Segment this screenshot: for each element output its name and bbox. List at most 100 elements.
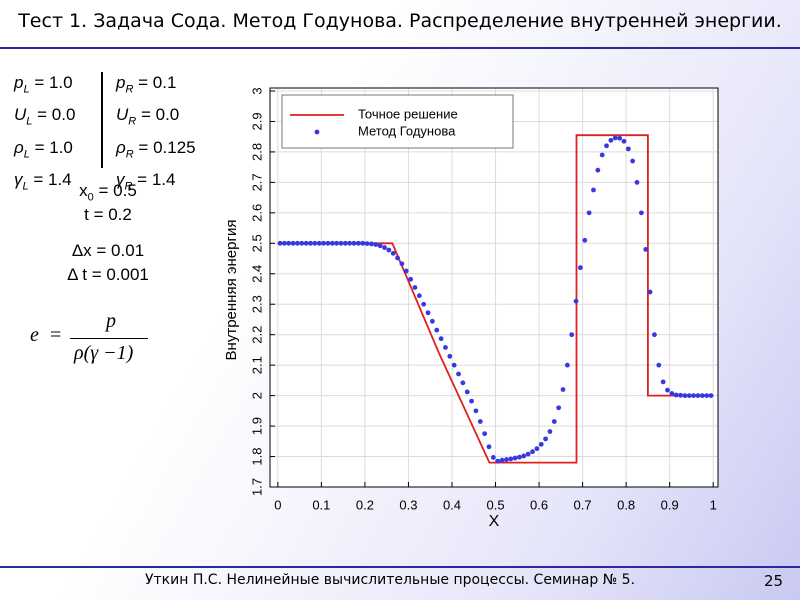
point: [477, 419, 483, 424]
sub: L: [23, 83, 30, 96]
point: [438, 336, 444, 342]
point: [582, 237, 588, 243]
sub: R: [128, 115, 137, 128]
exact-line: [277, 134, 714, 464]
param: pL = 1.0: [14, 70, 75, 102]
x-tick-label: 0.8: [617, 497, 635, 512]
param: γL = 1.4: [14, 167, 75, 199]
point: [538, 441, 544, 447]
point: [564, 362, 570, 368]
point: [508, 456, 514, 462]
point: [534, 446, 540, 452]
point: [286, 240, 292, 246]
value: = 0.0: [136, 105, 180, 125]
point: [360, 240, 366, 246]
lhs: e: [30, 324, 39, 346]
param: ρL = 1.0: [14, 135, 75, 167]
y-tick-label: 2.3: [249, 295, 264, 313]
point: [351, 240, 357, 246]
symbol: p: [14, 73, 24, 92]
y-tick-label: 2.5: [249, 234, 264, 252]
x-tick-label: 0.4: [443, 497, 461, 512]
point: [469, 398, 474, 404]
point: [355, 240, 361, 246]
point: [325, 240, 331, 246]
x0: x0 = 0.5: [8, 178, 208, 210]
left-params: pL = 1.0 UL = 0.0 ρL = 1.0 γL = 1.4: [14, 70, 75, 200]
x-tick-label: 0.2: [356, 497, 374, 512]
value: = 1.0: [29, 73, 73, 92]
point: [673, 392, 679, 398]
point: [329, 240, 335, 246]
point: [691, 393, 697, 399]
point: [569, 332, 575, 338]
value: = 1.0: [29, 137, 73, 157]
value: = 0.125: [133, 137, 196, 157]
point: [504, 457, 509, 462]
symbol: x: [79, 181, 88, 200]
point: [316, 240, 322, 246]
point: [443, 345, 448, 350]
right-params: pR = 0.1 UR = 0.0 ρR = 0.125 γR = 1.4: [116, 70, 196, 200]
rule: [0, 47, 800, 49]
point: [621, 138, 627, 144]
point: [408, 276, 414, 282]
sub: R: [125, 148, 134, 161]
point: [591, 187, 596, 193]
param: γR = 1.4: [116, 167, 196, 199]
x-tick-label: 0: [274, 497, 281, 512]
x-tick-label: 0.3: [399, 497, 417, 512]
x-tick-label: 0.7: [574, 497, 592, 512]
point: [277, 240, 283, 246]
point: [429, 318, 435, 324]
point: [638, 210, 644, 216]
point: [482, 431, 488, 437]
dx: Δx = 0.01: [71, 241, 145, 260]
point: [647, 289, 653, 295]
point: [695, 393, 701, 399]
value: = 1.4: [132, 170, 176, 190]
point: [686, 393, 692, 399]
sub: 0: [87, 191, 94, 204]
y-tick-label: 2.6: [249, 204, 264, 222]
point: [547, 429, 553, 434]
point: [682, 393, 688, 399]
param: UR = 0.0: [116, 102, 196, 134]
point: [586, 210, 592, 216]
symbol: U: [116, 105, 129, 125]
sub: L: [23, 148, 30, 161]
point: [347, 240, 353, 246]
x-axis-label: X: [489, 513, 500, 530]
x-tick-label: 1: [710, 497, 717, 512]
y-tick-label: 1.8: [249, 447, 264, 465]
point: [369, 241, 374, 247]
point: [395, 255, 400, 261]
point: [460, 380, 466, 386]
point: [425, 310, 431, 316]
point: [495, 458, 501, 464]
y-tick-label: 2.9: [249, 112, 264, 130]
point: [308, 240, 313, 246]
point: [486, 444, 492, 450]
value: = 1.4: [28, 170, 72, 190]
symbol: U: [14, 105, 27, 125]
value: = 0.1: [133, 73, 177, 92]
point: [656, 362, 662, 368]
sub: L: [22, 180, 29, 193]
x-tick-label: 0.9: [661, 497, 679, 512]
point: [377, 243, 383, 249]
equals: =: [50, 324, 62, 346]
point: [303, 240, 309, 246]
point: [299, 240, 305, 246]
point: [281, 240, 287, 246]
point: [390, 250, 396, 256]
point: [412, 285, 418, 290]
point: [364, 241, 370, 247]
point: [464, 389, 470, 395]
point: [652, 332, 657, 338]
point: [499, 457, 505, 463]
denominator: ρ(γ −1): [74, 342, 134, 364]
point: [416, 293, 422, 299]
dt: Δ t = 0.001: [67, 265, 149, 284]
point: [456, 371, 461, 377]
